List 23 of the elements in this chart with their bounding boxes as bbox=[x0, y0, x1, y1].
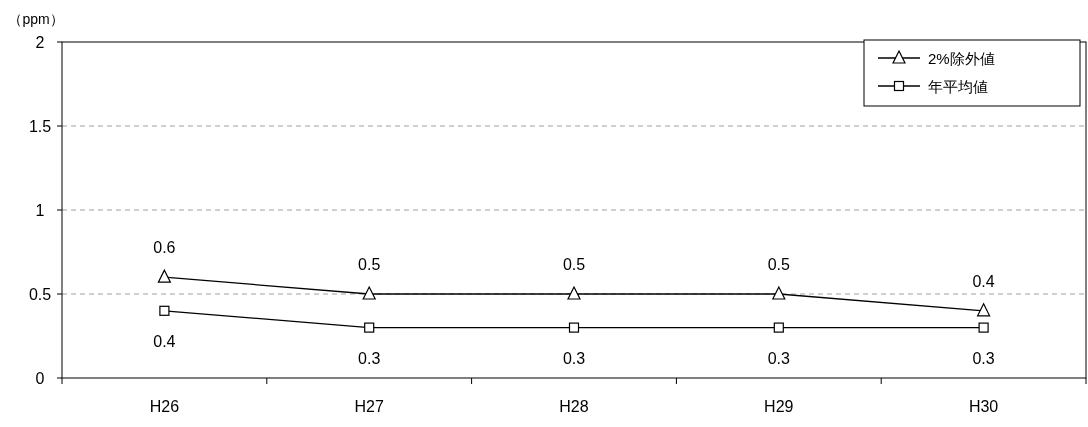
data-label: 0.5 bbox=[358, 256, 381, 273]
data-label: 0.3 bbox=[767, 349, 791, 367]
data-label: 0.3 bbox=[562, 349, 586, 367]
y-tick-label: 1.5 bbox=[28, 118, 52, 135]
x-tick-label: H30 bbox=[968, 398, 999, 415]
x-tick-label: H28 bbox=[559, 398, 589, 415]
data-label: 0.4 bbox=[153, 332, 176, 350]
x-tick-label: H29 bbox=[764, 398, 794, 415]
y-tick-label: 0 bbox=[35, 370, 45, 387]
x-tick-label: H26 bbox=[149, 398, 180, 415]
x-tick-label: H27 bbox=[354, 398, 384, 415]
data-label: 0.4 bbox=[972, 272, 995, 290]
data-label: 0.5 bbox=[767, 256, 791, 273]
y-tick-label: 0.5 bbox=[28, 286, 52, 303]
data-label: 0.3 bbox=[358, 349, 381, 367]
y-tick-label: 1 bbox=[35, 202, 45, 219]
data-label: 0.6 bbox=[153, 239, 176, 257]
data-label: 0.3 bbox=[972, 349, 995, 367]
y-tick-label: 2 bbox=[35, 34, 45, 51]
data-label: 0.5 bbox=[562, 256, 586, 273]
y-axis-title: （ppm） bbox=[8, 11, 64, 27]
legend-label: 年平均値 bbox=[928, 78, 988, 95]
legend-label: 2%除外値 bbox=[928, 50, 995, 67]
